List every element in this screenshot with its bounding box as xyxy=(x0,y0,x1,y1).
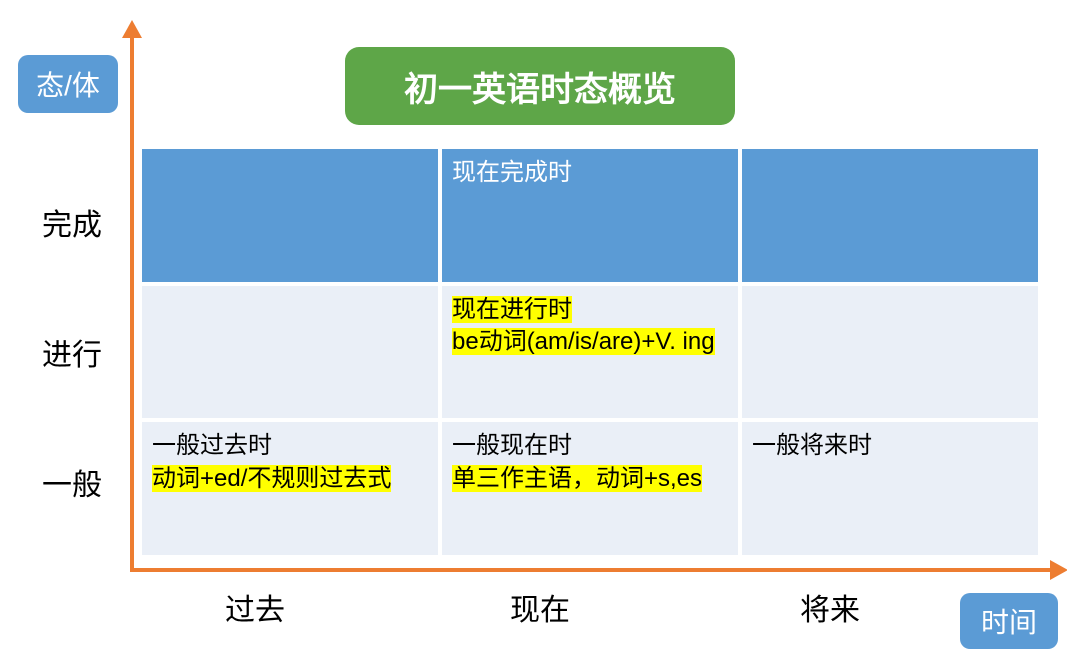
cell-r1-c2 xyxy=(740,284,1040,421)
col-label-2: 将来 xyxy=(800,585,860,629)
x-axis-label-text: 时间 xyxy=(981,601,1037,641)
row-label-0: 完成 xyxy=(42,200,102,244)
cell-line2: be动词(am/is/are)+V. ing xyxy=(452,328,715,355)
cell-line1: 一般将来时 xyxy=(752,432,872,459)
cell-r2-c0: 一般过去时动词+ed/不规则过去式 xyxy=(140,420,440,557)
y-axis-label-text: 态/体 xyxy=(36,64,100,104)
cell-line2: 动词+ed/不规则过去式 xyxy=(152,465,391,492)
x-axis-line xyxy=(130,568,1050,572)
row-label-1: 进行 xyxy=(42,330,102,374)
cell-r1-c0 xyxy=(140,284,440,421)
y-axis-arrow-icon xyxy=(122,20,142,38)
cell-r0-c1: 现在完成时 xyxy=(440,147,740,284)
cell-r2-c1: 一般现在时单三作主语，动词+s,es xyxy=(440,420,740,557)
y-axis-line xyxy=(130,36,134,568)
cell-r0-c0 xyxy=(140,147,440,284)
cell-line1: 一般过去时 xyxy=(152,432,272,459)
tense-grid: 现在完成时现在进行时 be动词(am/is/are)+V. ing 一般过去时动词+… xyxy=(140,147,1040,557)
title-badge: 初一英语时态概览 xyxy=(345,47,735,125)
x-axis-arrow-icon xyxy=(1050,560,1067,580)
cell-r1-c1: 现在进行时 be动词(am/is/are)+V. ing xyxy=(440,284,740,421)
col-label-1: 现在 xyxy=(510,585,570,629)
y-axis-label: 态/体 xyxy=(18,55,118,113)
title-text: 初一英语时态概览 xyxy=(404,62,676,111)
col-label-0: 过去 xyxy=(225,585,285,629)
cell-line1: 现在进行时 xyxy=(452,296,572,323)
cell-line1: 一般现在时 xyxy=(452,432,572,459)
x-axis-label: 时间 xyxy=(960,593,1058,649)
cell-r0-c2 xyxy=(740,147,1040,284)
cell-line2: 单三作主语，动词+s,es xyxy=(452,465,702,492)
row-label-2: 一般 xyxy=(42,460,102,504)
cell-r2-c2: 一般将来时 xyxy=(740,420,1040,557)
cell-line1: 现在完成时 xyxy=(452,159,572,186)
